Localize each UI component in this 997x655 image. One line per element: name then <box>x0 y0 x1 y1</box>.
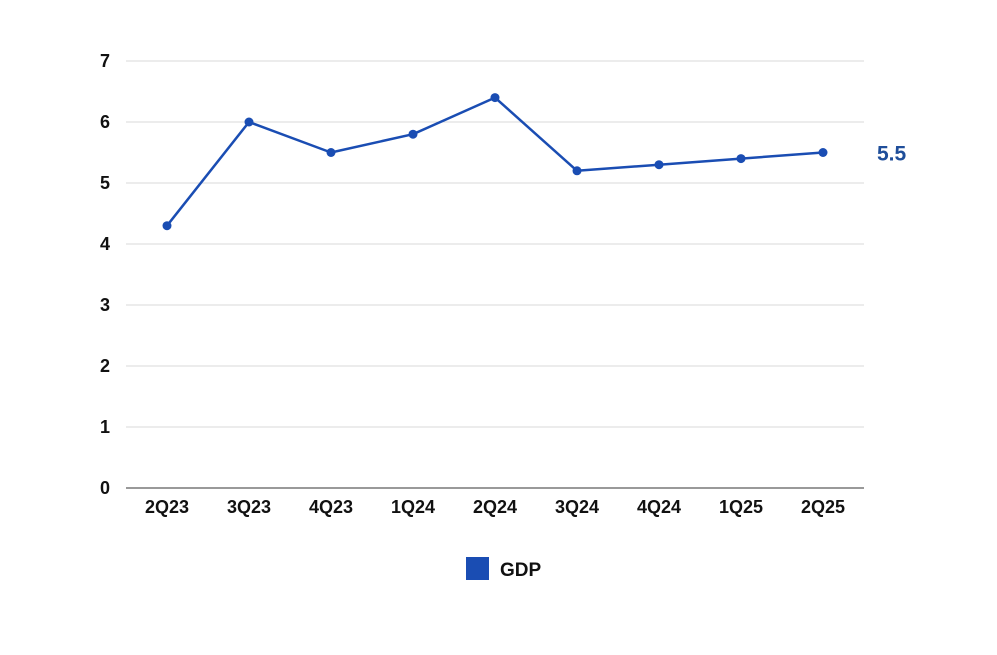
data-point <box>408 129 418 139</box>
legend-label-gdp: GDP <box>500 560 542 581</box>
data-point <box>654 160 664 170</box>
y-tick-label: 1 <box>100 417 110 437</box>
x-tick-label: 2Q25 <box>801 497 845 517</box>
y-tick-label: 2 <box>100 356 110 376</box>
data-point <box>736 154 746 164</box>
x-tick-label: 3Q23 <box>227 497 271 517</box>
data-point <box>818 148 828 157</box>
data-point <box>162 221 172 231</box>
gridlines <box>126 60 864 428</box>
x-tick-label: 4Q23 <box>309 497 353 517</box>
legend-swatch-gdp <box>466 557 489 580</box>
data-point <box>244 117 254 127</box>
x-tick-label: 1Q24 <box>391 497 435 517</box>
last-value-label: 5.5 <box>877 143 907 166</box>
y-tick-label: 7 <box>100 51 110 71</box>
series-gdp <box>162 93 828 231</box>
y-tick-label: 5 <box>100 173 110 193</box>
y-tick-label: 0 <box>100 478 110 498</box>
x-axis-tick-labels: 2Q23 3Q23 4Q23 1Q24 2Q24 3Q24 4Q24 1Q25 2Q25 <box>145 497 845 517</box>
data-point <box>572 166 582 176</box>
series-line-gdp <box>165 96 825 227</box>
x-tick-label: 2Q23 <box>145 497 189 517</box>
y-tick-label: 6 <box>100 112 110 132</box>
legend: GDP <box>466 557 542 581</box>
x-tick-label: 3Q24 <box>555 497 599 517</box>
x-tick-label: 1Q25 <box>719 497 763 517</box>
y-tick-label: 4 <box>100 234 110 254</box>
y-tick-label: 3 <box>100 295 110 315</box>
data-point <box>326 148 336 157</box>
x-tick-label: 2Q24 <box>473 497 517 517</box>
y-axis-tick-labels: 0 1 2 3 4 5 6 7 <box>100 51 110 498</box>
x-tick-label: 4Q24 <box>637 497 681 517</box>
data-point <box>490 93 500 103</box>
